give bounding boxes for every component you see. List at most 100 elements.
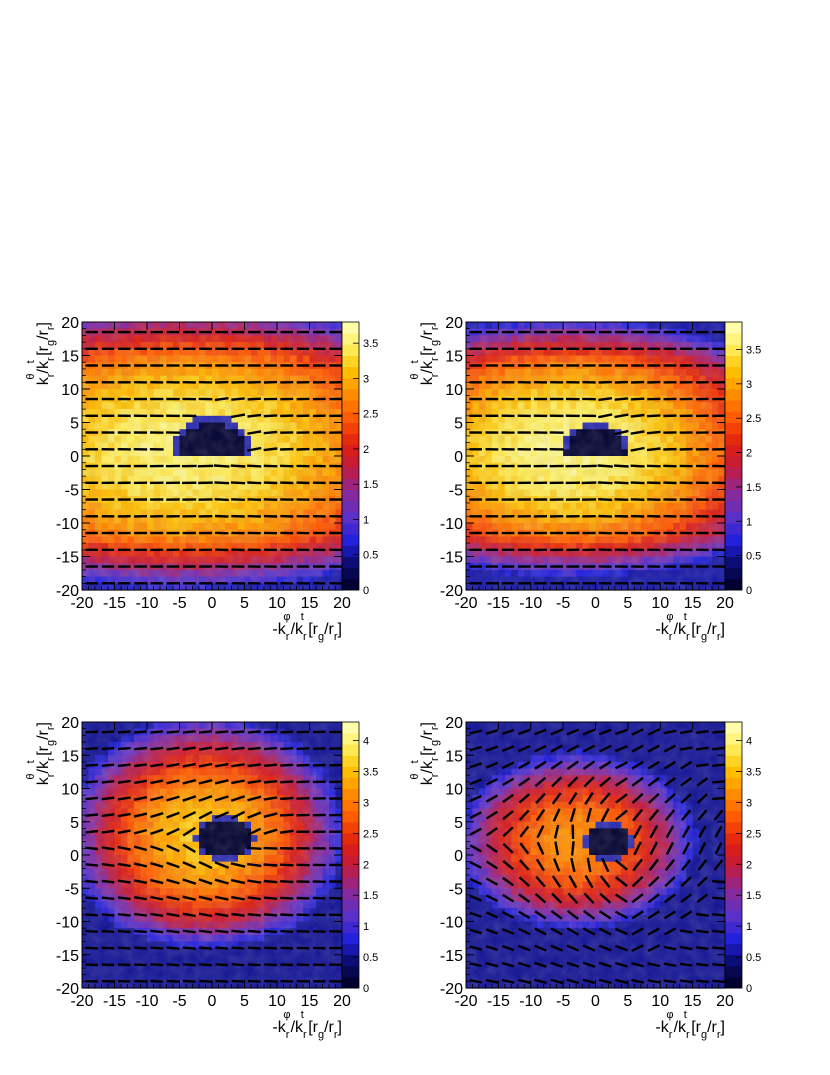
- y-tick-label: -5: [65, 483, 79, 500]
- field-vector: [263, 464, 278, 468]
- colorbar-step: [725, 556, 742, 569]
- field-vector: [598, 413, 613, 419]
- colorbar-step: [342, 377, 359, 390]
- y-tick-label: 15: [445, 349, 463, 366]
- field-vector: [614, 464, 629, 468]
- x-tick-label: -10: [135, 595, 158, 612]
- x-tick-label: 15: [301, 595, 319, 612]
- field-vector: [630, 397, 645, 401]
- field-vector: [598, 531, 612, 535]
- colorbar-step: [342, 534, 359, 546]
- x-tick-label: 15: [684, 595, 702, 612]
- colorbar-step: [342, 500, 359, 513]
- colorbar-tick-label: 0.5: [363, 550, 378, 562]
- colorbar-step: [342, 456, 359, 468]
- x-tick-label: -10: [519, 595, 542, 612]
- colorbar-step: [342, 444, 359, 457]
- x-tick-label: 5: [240, 595, 249, 612]
- vector-field: [85, 330, 342, 585]
- colorbar-tick-label: 3: [746, 379, 752, 391]
- y-tick-label: -20: [56, 583, 79, 600]
- panel-top-right: -20 -15 -10 -5 0 5 10 15 20-20-15-10-505101520-k…: [409, 315, 761, 643]
- y-tick-label: 5: [70, 416, 79, 433]
- colorbar-step: [725, 578, 742, 591]
- y-tick-label: -15: [56, 550, 79, 567]
- colorbar-step: [725, 511, 742, 524]
- x-tick-label: 5: [623, 595, 632, 612]
- field-vector: [231, 498, 245, 501]
- field-vector: [646, 430, 661, 435]
- field-vector: [598, 397, 613, 402]
- colorbar-step: [725, 567, 742, 580]
- field-vector: [630, 498, 645, 501]
- field-vector: [214, 464, 230, 468]
- colorbar-step: [342, 355, 359, 368]
- colorbar-tick-label: 1.5: [363, 479, 378, 491]
- field-vector: [614, 481, 629, 485]
- colorbar-tick-label: 2.5: [746, 413, 761, 425]
- field-vector: [630, 481, 645, 485]
- colorbar-step: [725, 333, 742, 345]
- field-vector: [230, 481, 246, 485]
- x-tick-label: 0: [591, 595, 600, 612]
- field-vector: [614, 498, 629, 501]
- field-vector: [614, 413, 629, 419]
- colorbar-step: [342, 411, 359, 423]
- colorbar-step: [342, 556, 359, 569]
- panel-bottom-left: -20 -15 -10 -5 0 5 10 15 20-20-15-10-505101520-k…: [25, 715, 378, 1041]
- colorbar-step: [725, 366, 742, 379]
- y-tick-label: -10: [56, 516, 79, 533]
- vector-field: [469, 330, 725, 585]
- field-vector: [663, 464, 677, 468]
- colorbar-step: [342, 333, 359, 345]
- y-tick-label: 15: [61, 349, 79, 366]
- field-vector: [597, 481, 613, 485]
- field-vector: [247, 481, 262, 485]
- y-tick-label: -15: [440, 550, 463, 567]
- y-tick-label: 10: [61, 382, 79, 399]
- colorbar-step: [725, 322, 742, 334]
- x-tick-label: -15: [103, 595, 126, 612]
- field-vector: [630, 464, 645, 468]
- field-vector: [247, 397, 261, 401]
- colorbar-step: [342, 400, 359, 412]
- field-vector: [263, 498, 278, 501]
- colorbar-tick-label: 1: [363, 514, 369, 526]
- colorbar-tick-label: 0: [746, 585, 752, 597]
- y-tick-label: -20: [440, 583, 463, 600]
- colorbar-step: [725, 389, 742, 401]
- field-vector: [247, 498, 262, 501]
- colorbar-step: [725, 355, 742, 368]
- field-vector: [647, 414, 661, 418]
- colorbar-frame: [341, 321, 360, 591]
- colorbar-tick-label: 3.5: [746, 344, 761, 356]
- x-axis-label: -krφ/krt [rg/rr]: [272, 611, 342, 643]
- colorbar-step: [342, 389, 359, 401]
- field-vector: [581, 464, 597, 468]
- colorbar-tick-label: 0: [363, 585, 369, 597]
- field-vector: [647, 498, 661, 501]
- field-vector: [231, 397, 245, 401]
- colorbar-step: [342, 489, 359, 502]
- colorbar-tick-label: 0.5: [746, 551, 761, 563]
- colorbar-step: [342, 366, 359, 379]
- colorbar-step: [725, 489, 742, 502]
- colorbar-step: [342, 511, 359, 524]
- colorbar-frame: [724, 321, 743, 591]
- colorbar-step: [725, 422, 742, 435]
- field-vector: [214, 397, 229, 402]
- colorbar-step: [342, 433, 359, 446]
- field-vector: [214, 514, 229, 518]
- y-axis-label: krθ/krt [rg/rr]: [25, 322, 57, 385]
- field-vector: [230, 413, 246, 419]
- colorbar-step: [342, 467, 359, 479]
- colorbar-tick-label: 1.5: [746, 482, 761, 494]
- field-vector: [598, 514, 613, 518]
- colorbar-step: [725, 411, 742, 423]
- colorbar-step: [725, 500, 742, 513]
- field-vector: [630, 430, 645, 435]
- colorbar-step: [725, 545, 742, 557]
- colorbar-step: [725, 534, 742, 546]
- colorbar-step: [342, 322, 359, 334]
- colorbar-tick-label: 3.5: [363, 338, 378, 350]
